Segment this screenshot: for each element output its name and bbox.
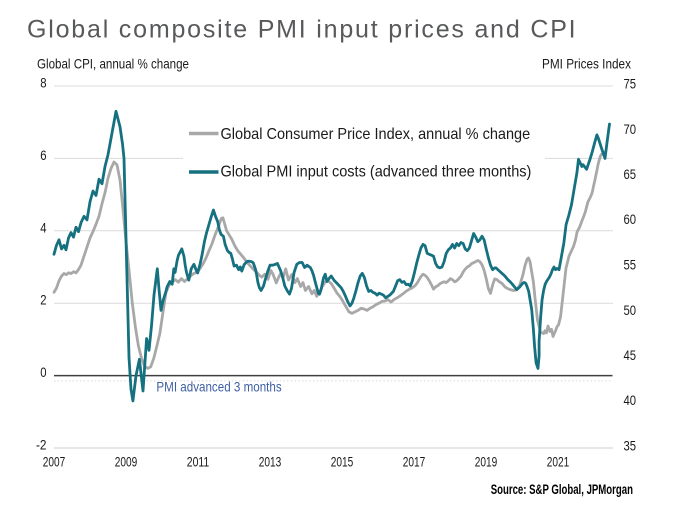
svg-text:Source: S&P Global, JPMorgan: Source: S&P Global, JPMorgan bbox=[491, 482, 633, 497]
svg-text:40: 40 bbox=[624, 392, 637, 408]
svg-text:65: 65 bbox=[624, 166, 637, 182]
svg-text:PMI advanced 3 months: PMI advanced 3 months bbox=[156, 378, 281, 394]
svg-text:0: 0 bbox=[40, 364, 46, 380]
svg-text:2007: 2007 bbox=[43, 454, 66, 470]
svg-text:2013: 2013 bbox=[259, 454, 282, 470]
svg-text:PMI Prices Index: PMI Prices Index bbox=[542, 56, 631, 72]
svg-text:2009: 2009 bbox=[115, 454, 138, 470]
svg-text:50: 50 bbox=[624, 302, 637, 318]
svg-text:70: 70 bbox=[624, 121, 637, 137]
svg-text:55: 55 bbox=[624, 257, 637, 273]
svg-text:35: 35 bbox=[624, 438, 637, 454]
svg-text:45: 45 bbox=[624, 347, 637, 363]
svg-text:60: 60 bbox=[624, 211, 637, 227]
svg-text:2: 2 bbox=[40, 292, 46, 308]
svg-text:75: 75 bbox=[624, 76, 637, 92]
svg-text:2019: 2019 bbox=[475, 454, 498, 470]
svg-text:-2: -2 bbox=[36, 437, 47, 453]
svg-text:Global Consumer Price Index, a: Global Consumer Price Index, annual % ch… bbox=[221, 126, 531, 143]
svg-text:Global PMI input costs (advanc: Global PMI input costs (advanced three m… bbox=[221, 164, 532, 181]
svg-text:8: 8 bbox=[40, 75, 46, 91]
svg-text:6: 6 bbox=[40, 147, 46, 163]
svg-text:4: 4 bbox=[40, 219, 46, 235]
svg-text:2015: 2015 bbox=[331, 454, 354, 470]
svg-text:2021: 2021 bbox=[547, 454, 570, 470]
svg-text:Global composite PMI input pri: Global composite PMI input prices and CP… bbox=[27, 16, 577, 44]
svg-text:2011: 2011 bbox=[187, 454, 210, 470]
svg-text:Global CPI, annual % change: Global CPI, annual % change bbox=[37, 56, 189, 72]
svg-text:2017: 2017 bbox=[403, 454, 426, 470]
